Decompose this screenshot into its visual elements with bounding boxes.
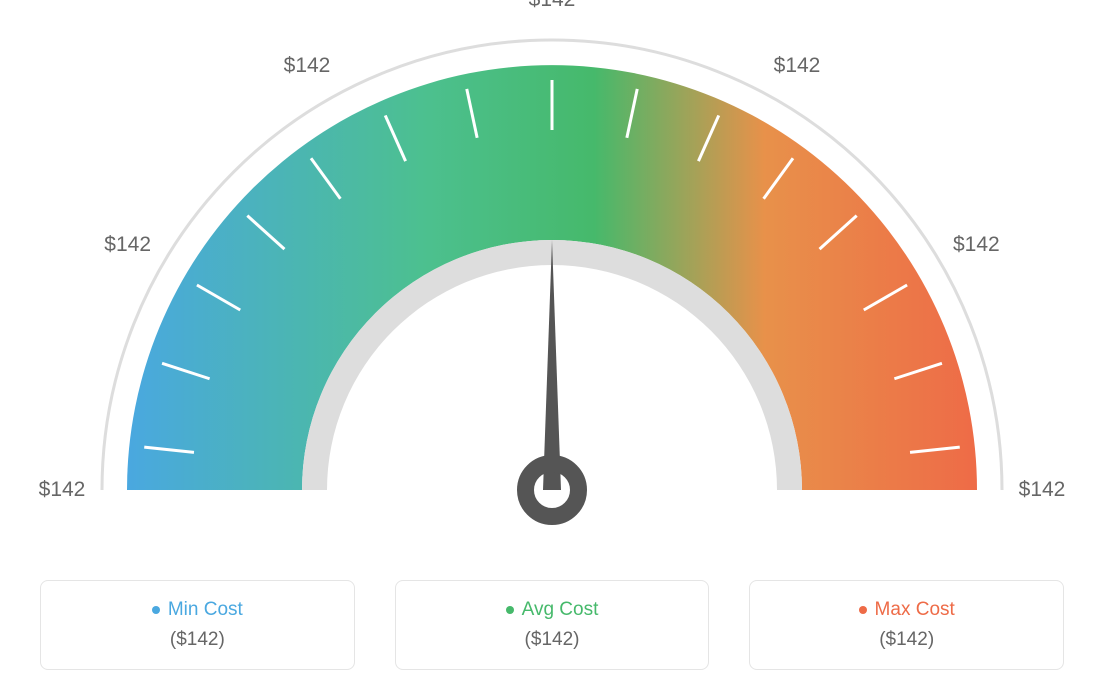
legend-item-avg: Avg Cost ($142): [395, 580, 710, 670]
legend-label-row: Min Cost: [152, 599, 243, 621]
legend-label-row: Avg Cost: [506, 599, 599, 621]
legend: Min Cost ($142) Avg Cost ($142) Max Cost…: [0, 580, 1104, 670]
legend-item-min: Min Cost ($142): [40, 580, 355, 670]
gauge-chart: $142 $142 $142 $142 $142 $142 $142: [0, 0, 1104, 560]
gauge-tick-label: $142: [104, 233, 151, 257]
legend-dot-max: [859, 606, 867, 614]
gauge-tick-label: $142: [774, 54, 821, 78]
gauge-tick-label: $142: [39, 478, 86, 502]
legend-dot-min: [152, 606, 160, 614]
legend-value-max: ($142): [879, 629, 934, 651]
legend-label-max: Max Cost: [875, 599, 955, 621]
legend-label-row: Max Cost: [859, 599, 955, 621]
legend-item-max: Max Cost ($142): [749, 580, 1064, 670]
gauge-tick-label: $142: [529, 0, 576, 12]
gauge-tick-label: $142: [284, 54, 331, 78]
legend-value-avg: ($142): [525, 629, 580, 651]
legend-label-avg: Avg Cost: [522, 599, 599, 621]
gauge-svg: [0, 0, 1104, 560]
gauge-tick-label: $142: [953, 233, 1000, 257]
legend-label-min: Min Cost: [168, 599, 243, 621]
legend-dot-avg: [506, 606, 514, 614]
gauge-tick-label: $142: [1019, 478, 1066, 502]
legend-value-min: ($142): [170, 629, 225, 651]
